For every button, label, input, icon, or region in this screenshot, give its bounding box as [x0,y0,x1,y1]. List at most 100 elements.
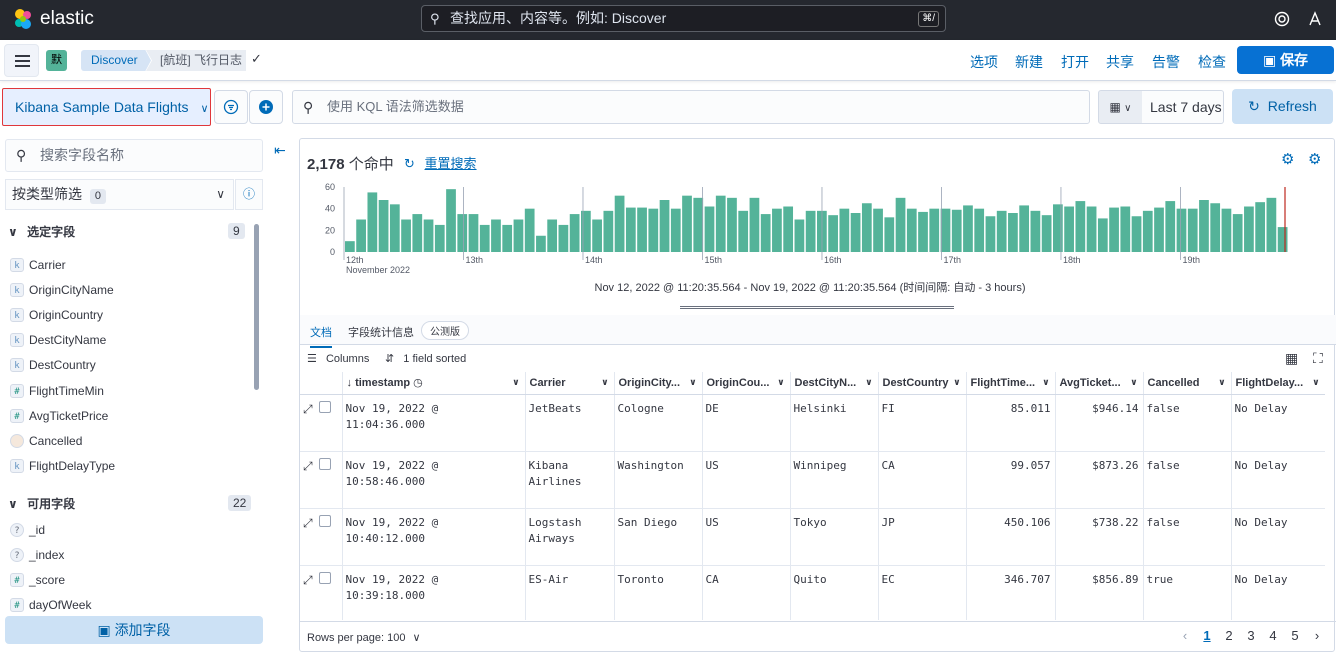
histogram-bar[interactable] [446,189,456,252]
row-checkbox[interactable] [318,571,331,584]
columns-button[interactable]: ☰ Columns [307,352,369,365]
histogram-bar[interactable] [906,208,917,252]
field-item[interactable]: # FlightTimeMin [10,383,104,399]
expand-row-icon[interactable]: ⤢ [303,458,313,473]
histogram-bar[interactable] [1030,210,1041,252]
histogram-bar[interactable] [412,214,423,252]
tab-field-stats[interactable]: 字段统计信息 [348,327,414,339]
prev-page-icon[interactable]: ‹ [1182,628,1188,643]
table-cell[interactable]: No Delay [1231,394,1325,452]
histogram-bar[interactable] [378,200,389,252]
rows-per-page-button[interactable]: Rows per page: 100 ∨ [307,631,421,644]
histogram-bar[interactable] [1199,200,1209,252]
histogram-bar[interactable] [1232,214,1243,252]
settings-gear-icon[interactable]: ⚙ [1308,151,1322,168]
row-checkbox[interactable] [318,457,331,470]
field-item[interactable]: k OriginCityName [10,282,114,298]
column-header[interactable]: OriginCity... ∨ [614,372,703,395]
histogram-bar[interactable] [502,224,513,252]
field-item[interactable]: # dayOfWeek [10,597,91,613]
histogram-bar[interactable] [356,219,366,253]
histogram-bar[interactable] [1086,206,1097,253]
histogram-bar[interactable] [648,208,659,252]
chevron-down-icon[interactable]: ∨ [512,377,520,387]
table-cell[interactable]: 346.707 [966,565,1056,620]
field-item[interactable]: # AvgTicketPrice [10,408,108,424]
table-cell[interactable]: 450.106 [966,508,1056,566]
table-cell[interactable]: EC [878,565,967,620]
sort-button[interactable]: ⇵ 1 field sorted [385,352,466,365]
nav-share[interactable]: 共享 [1106,54,1134,70]
menu-button[interactable] [4,44,39,77]
histogram-bar[interactable] [558,224,569,252]
page-link[interactable]: 4 [1269,628,1277,643]
table-cell[interactable]: JP [878,508,967,566]
filter-menu-button[interactable] [214,90,248,124]
table-cell[interactable]: Cologne [614,394,703,452]
expand-row-icon[interactable]: ⤢ [303,572,313,587]
add-field-button[interactable]: ▣ 添加字段 [5,616,263,644]
table-cell[interactable]: No Delay [1231,565,1325,620]
histogram-bar[interactable] [603,210,614,252]
column-header[interactable]: DestCountry ∨ [878,372,967,395]
histogram-bar[interactable] [434,224,445,252]
table-cell[interactable]: JetBeats [525,394,615,452]
fullscreen-icon[interactable]: ⛶ [1313,350,1323,366]
histogram-bar[interactable] [389,204,400,252]
histogram-bar[interactable] [345,241,355,252]
next-page-icon[interactable]: › [1314,628,1320,643]
table-cell[interactable]: US [702,508,791,566]
table-cell[interactable]: $738.22 [1055,508,1144,566]
histogram-bar[interactable] [625,207,636,252]
histogram-bar[interactable] [423,219,434,253]
field-item[interactable]: ? _id [10,522,45,538]
histogram-bar[interactable] [1244,206,1254,253]
help-icon[interactable] [1274,11,1290,27]
expand-row-icon[interactable]: ⤢ [303,401,313,416]
histogram-bar[interactable] [715,195,726,252]
nav-inspect[interactable]: 检查 [1198,54,1226,70]
field-item[interactable]: k OriginCountry [10,307,103,323]
histogram-bar[interactable] [1176,208,1187,252]
histogram-bar[interactable] [805,210,816,252]
histogram-bar[interactable] [682,195,692,252]
column-header[interactable]: Carrier ∨ [525,372,615,395]
column-header[interactable]: FlightTime... ∨ [966,372,1056,395]
nav-new[interactable]: 新建 [1015,54,1043,70]
column-header[interactable]: OriginCou... ∨ [702,372,791,395]
chevron-down-icon[interactable]: ∨ [865,377,873,387]
histogram-bar[interactable] [884,217,895,252]
field-item[interactable]: # _score [10,572,65,588]
histogram-bar[interactable] [659,200,670,252]
nav-open[interactable]: 打开 [1061,54,1089,70]
chevron-down-icon[interactable]: ∨ [601,377,609,387]
table-cell[interactable]: Washington [614,451,703,509]
histogram-bar[interactable] [1120,206,1131,253]
column-header[interactable]: FlightDelay... ∨ [1231,372,1325,395]
histogram-bar[interactable] [637,207,647,252]
histogram-bar[interactable] [569,214,580,252]
field-item[interactable]: k DestCountry [10,357,96,373]
table-cell[interactable]: FI [878,394,967,452]
nav-alerts[interactable]: 告警 [1152,54,1180,70]
table-cell[interactable]: false [1143,394,1232,452]
kql-query-input[interactable]: ⚲ 使用 KQL 语法筛选数据 [292,90,1090,124]
histogram-bar[interactable] [581,210,591,252]
column-header[interactable]: ↓ timestamp ◷ ∨ [342,372,526,395]
table-cell[interactable]: $873.26 [1055,451,1144,509]
table-cell[interactable]: San Diego [614,508,703,566]
table-cell[interactable]: CA [702,565,791,620]
date-quick-menu-button[interactable]: ▦ ∨ [1098,90,1143,124]
table-cell[interactable]: Logstash Airways [525,508,615,566]
available-fields-header[interactable]: ∨ 可用字段 [8,495,75,512]
histogram-bar[interactable] [1210,203,1221,252]
histogram-bar[interactable] [1221,208,1232,252]
histogram-bar[interactable] [367,192,378,252]
column-header[interactable]: Cancelled ∨ [1143,372,1232,395]
histogram-bar[interactable] [895,197,906,252]
histogram-bar[interactable] [1165,201,1176,252]
histogram-bar[interactable] [1064,206,1074,253]
collapse-sidebar-icon[interactable]: ⇤ [274,142,286,158]
histogram-bar[interactable] [861,203,872,252]
column-header[interactable]: AvgTicket... ∨ [1055,372,1144,395]
